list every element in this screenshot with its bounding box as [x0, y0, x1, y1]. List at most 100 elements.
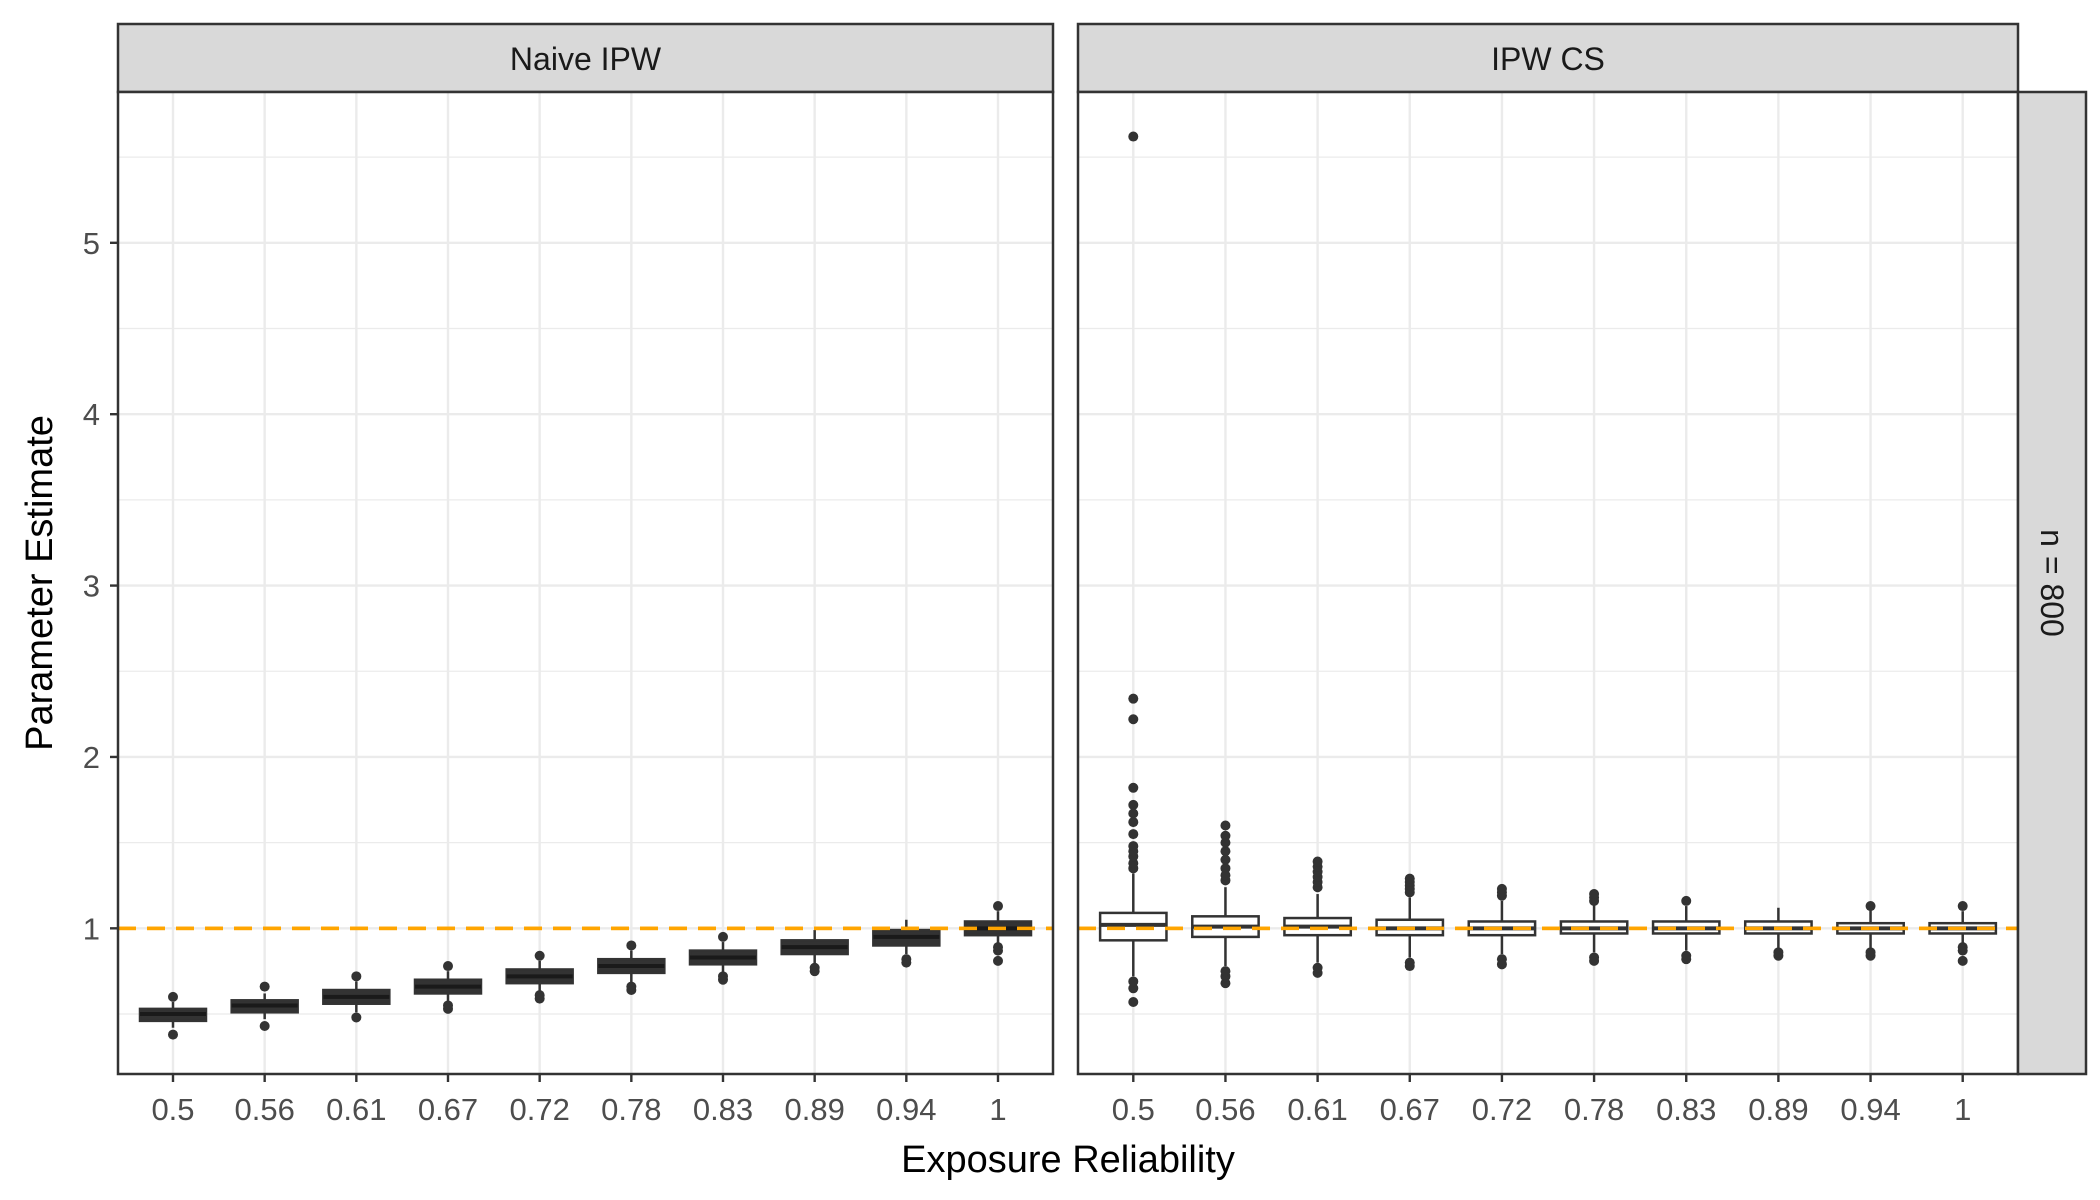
box-0.56	[230, 981, 299, 1032]
box-0.5	[1098, 131, 1168, 1008]
outlier-point	[1589, 952, 1600, 963]
panel-naive-ipw: Naive IPW	[116, 22, 1055, 1076]
outlier-point	[259, 1021, 270, 1032]
x-tick-label: 0.56	[234, 1092, 294, 1127]
outlier-point	[1220, 966, 1231, 977]
x-tick-label: 0.72	[509, 1092, 569, 1127]
outlier-point	[1128, 782, 1139, 793]
outlier-point	[1128, 693, 1139, 704]
box-0.78	[597, 940, 666, 996]
x-axis-naive-ipw: 0.5 0.56 0.61 0.67 0.72 0.78 0.83 0.89 0.94 1	[151, 1074, 1007, 1127]
outlier-point	[1957, 942, 1968, 953]
outlier-point	[1128, 829, 1139, 840]
outlier-point	[1865, 901, 1876, 912]
y-tick-label: 1	[83, 911, 100, 946]
boxes-ipw-cs	[1078, 131, 2018, 1008]
x-tick-label: 0.56	[1195, 1092, 1255, 1127]
outlier-point	[1128, 976, 1139, 987]
row-strip: n = 800	[2016, 90, 2088, 1076]
outlier-point	[1128, 983, 1139, 994]
outlier-point	[259, 981, 270, 992]
outlier-point	[718, 971, 728, 982]
outlier-point	[534, 950, 545, 961]
outlier-point	[1128, 817, 1139, 828]
outlier-point	[1312, 856, 1323, 867]
outlier-point	[1220, 870, 1231, 881]
outlier-point	[1404, 873, 1415, 884]
outlier-point	[351, 971, 362, 982]
panel-ipw-cs: IPW CS	[1076, 22, 2020, 1076]
box-0.56	[1191, 820, 1260, 989]
outlier-point	[1681, 950, 1692, 961]
x-tick-label: 0.89	[784, 1092, 844, 1127]
outlier-point	[1957, 955, 1968, 966]
outlier-point	[901, 954, 912, 965]
panel-strip-naive-ipw	[116, 22, 1055, 94]
outlier-point	[626, 981, 637, 992]
box-0.72	[505, 950, 574, 1004]
panel-border-naive-ipw	[116, 90, 1055, 1076]
outlier-point	[1128, 714, 1139, 725]
x-tick-label: 0.83	[1656, 1092, 1716, 1127]
x-tick-label: 0.67	[418, 1092, 478, 1127]
x-tick-label: 0.72	[1472, 1092, 1532, 1127]
y-tick-label: 2	[83, 740, 100, 775]
outlier-point	[1773, 947, 1784, 958]
panel-strip-ipw-cs	[1076, 22, 2020, 94]
outlier-point	[1496, 954, 1507, 965]
x-tick-label: 0.78	[601, 1092, 661, 1127]
x-tick-label: 0.61	[1287, 1092, 1347, 1127]
x-tick-label: 0.89	[1748, 1092, 1808, 1127]
y-axis-title: Parameter Estimate	[19, 415, 61, 751]
x-axis-title: Exposure Reliability	[901, 1139, 1235, 1181]
outlier-point	[1312, 962, 1323, 973]
outlier-point	[1589, 889, 1600, 900]
outlier-point	[1128, 841, 1139, 852]
outlier-point	[1496, 883, 1507, 894]
outlier-point	[1957, 901, 1968, 912]
outlier-point	[1220, 978, 1231, 989]
x-tick-label: 0.78	[1564, 1092, 1624, 1127]
panel-plot-area-ipw-cs	[1078, 92, 2018, 1074]
outlier-point	[718, 931, 728, 942]
outlier-point	[351, 1012, 362, 1023]
outlier-point	[993, 942, 1003, 953]
x-tick-label: 0.94	[876, 1092, 936, 1127]
outlier-point	[443, 961, 453, 972]
outlier-point	[1220, 837, 1231, 848]
box-0.61	[322, 971, 391, 1023]
outlier-point	[168, 1029, 178, 1040]
x-tick-label: 0.5	[1112, 1092, 1155, 1127]
outlier-point	[1220, 820, 1231, 831]
outlier-point	[534, 990, 545, 1001]
x-tick-label: 0.83	[693, 1092, 753, 1127]
outlier-point	[626, 940, 637, 951]
outlier-point	[1128, 808, 1139, 819]
boxes-naive-ipw	[118, 901, 1053, 1040]
outlier-point	[1865, 947, 1876, 958]
outlier-point	[1128, 858, 1139, 869]
outlier-point	[1128, 997, 1139, 1008]
row-strip-label: n = 800	[2034, 529, 2070, 637]
x-tick-label: 0.5	[151, 1092, 194, 1127]
gridlines-naive-ipw	[118, 92, 1053, 1074]
y-tick-label: 4	[83, 397, 100, 432]
outlier-point	[1220, 854, 1231, 865]
x-tick-label: 0.61	[326, 1092, 386, 1127]
outlier-point	[1128, 131, 1139, 142]
outlier-point	[1128, 799, 1139, 810]
y-tick-label: 3	[83, 569, 100, 604]
outlier-point	[1220, 846, 1231, 857]
box-0.83	[688, 931, 758, 985]
panel-title-ipw-cs: IPW CS	[1491, 41, 1605, 77]
outlier-point	[993, 901, 1003, 912]
panel-title-naive-ipw: Naive IPW	[510, 41, 662, 77]
outlier-point	[1404, 957, 1415, 968]
x-tick-label: 1	[1954, 1092, 1971, 1127]
outlier-point	[1681, 895, 1692, 906]
x-tick-label: 0.94	[1840, 1092, 1900, 1127]
box-0.5	[138, 991, 208, 1040]
x-axis-ipw-cs: 0.5 0.56 0.61 0.67 0.72 0.78 0.83 0.89 0.94 1	[1112, 1074, 1971, 1127]
y-tick-label: 5	[83, 226, 100, 261]
